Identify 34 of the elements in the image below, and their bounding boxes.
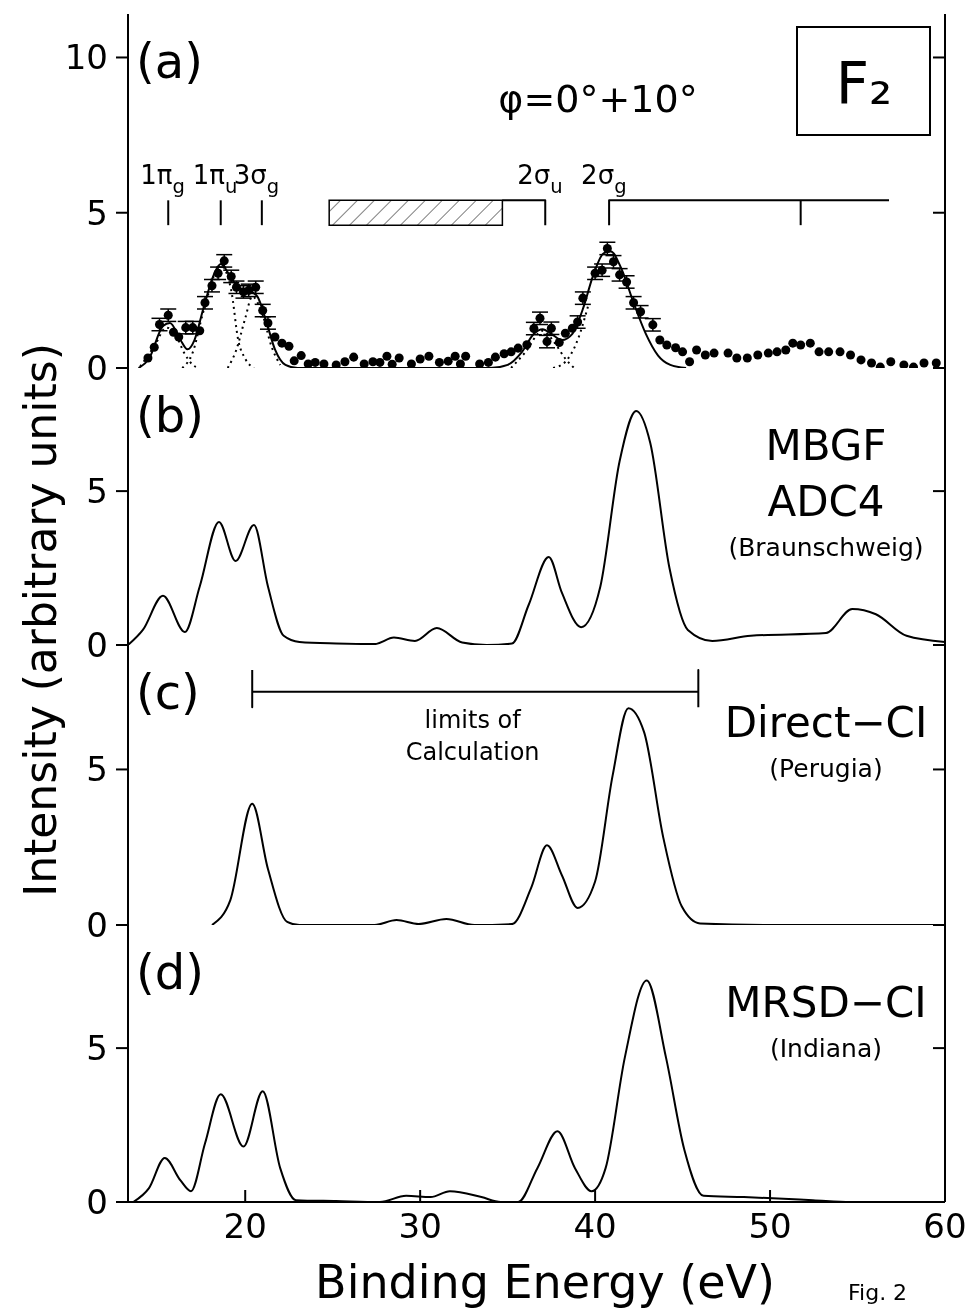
y-tick-label: 0 [86, 348, 108, 388]
chart-title: (c) [136, 664, 200, 720]
chart-title: (b) [136, 387, 204, 443]
annotation: F₂ [835, 50, 893, 118]
annotation: 2σ$_{u}$ [517, 160, 563, 199]
y-tick-label: 0 [86, 625, 108, 665]
y-axis-title: Intensity (arbitrary units) [15, 343, 66, 897]
y-tick-label: 5 [86, 1028, 108, 1069]
chart-title: (a) [136, 33, 203, 89]
annotation: MRSD−CI [725, 978, 927, 1027]
chart-title: (d) [136, 944, 204, 1000]
y-tick-label: 10 [64, 37, 108, 78]
annotation: (Braunschweig) [728, 533, 924, 562]
annotation: limits of Calculation [405, 705, 540, 766]
annotation: φ=0°+10° [498, 77, 698, 121]
x-axis-title: Binding Energy (eV) [315, 1255, 775, 1309]
annotation: 1π$_{g}$ [140, 160, 185, 199]
annotation: (Indiana) [769, 1034, 883, 1063]
annotation: ADC4 [767, 477, 885, 526]
annotation: MBGF [765, 421, 887, 470]
y-tick-label: 0 [86, 905, 108, 945]
x-tick-label: 20 [223, 1206, 267, 1246]
annotation: (Perugia) [769, 754, 883, 783]
x-tick-label: 40 [573, 1206, 617, 1246]
y-tick-label: 5 [86, 749, 108, 790]
y-tick-label: 5 [86, 192, 108, 233]
annotation: Direct−CI [724, 698, 928, 747]
x-tick-label: 60 [923, 1206, 967, 1246]
y-tick-label: 0 [86, 1182, 108, 1222]
caption: Fig. 2 [848, 1280, 908, 1305]
x-tick-label: 30 [398, 1206, 442, 1246]
annotation: 2σ$_{g}$ [581, 160, 627, 199]
x-tick-label: 50 [748, 1206, 792, 1246]
y-tick-label: 5 [86, 471, 108, 512]
